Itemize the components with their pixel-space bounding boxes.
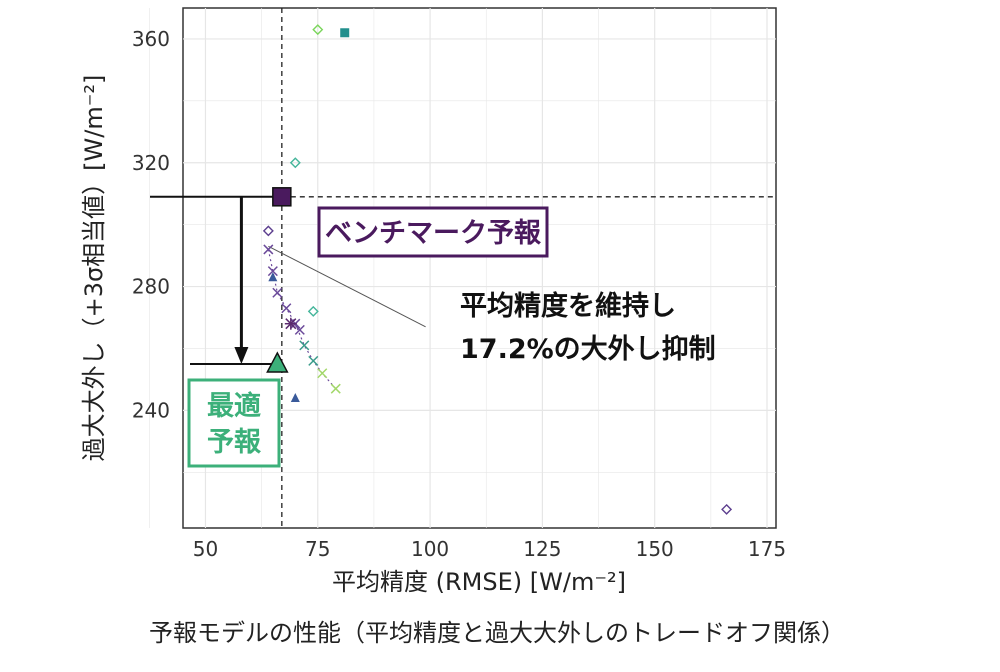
benchmark-label: ベンチマーク予報 (317, 206, 549, 258)
point-x (281, 303, 292, 314)
y-tick-label: 320 (132, 151, 170, 175)
point-x (308, 355, 319, 366)
x-axis-title: 平均精度 (RMSE) [W/m⁻²] (332, 568, 626, 596)
point-asterisk (284, 317, 297, 330)
point-x (272, 287, 283, 298)
point-diamond (262, 225, 274, 237)
point-x (294, 324, 305, 335)
reference-lines (281, 8, 776, 528)
point-x (317, 368, 328, 379)
x-tick-label: 50 (193, 537, 218, 561)
point-diamond (307, 305, 319, 317)
y-tick-label: 280 (132, 275, 170, 299)
x-tick-label: 150 (636, 537, 674, 561)
x-tick-label: 100 (411, 537, 449, 561)
y-tick-label: 360 (132, 27, 170, 51)
trend-annotation-line2: 17.2%の大外し抑制 (460, 334, 716, 365)
point-triangle (290, 393, 300, 402)
point-diamond (312, 24, 324, 36)
x-tick-label: 125 (523, 537, 561, 561)
point-x (299, 340, 310, 351)
optimal-label-line1: 最適 (207, 390, 261, 422)
trend-line (268, 245, 426, 328)
y-axis-title: 過大大外し（+3σ相当値）[W/m⁻²] (80, 75, 108, 462)
figure-caption: 予報モデルの性能（平均精度と過大大外しのトレードオフ関係） (149, 619, 845, 647)
grid (149, 8, 776, 528)
optimal-label: 最適 予報 (187, 378, 281, 468)
point-diamond (721, 503, 733, 515)
y-tick-label: 240 (132, 398, 170, 422)
reduction-arrow-head (234, 346, 249, 364)
point-x (267, 266, 278, 277)
highlight-markers (266, 187, 292, 373)
x-tick-label: 175 (748, 537, 786, 561)
x-tick-label: 75 (305, 537, 330, 561)
optimal-marker (266, 351, 289, 373)
benchmark-label-text: ベンチマーク予報 (325, 218, 542, 249)
point-x (330, 383, 341, 394)
trend-annotation-line1: 平均精度を維持し (460, 290, 676, 322)
data-points (262, 24, 733, 515)
point-diamond (289, 157, 301, 169)
optimal-label-line2: 予報 (207, 427, 262, 458)
y-tick-labels: 240 280 320 360 (132, 27, 170, 422)
point-triangle (268, 272, 278, 282)
x-tick-labels: 50 75 100 125 150 175 (193, 537, 786, 561)
point-square (340, 28, 350, 38)
benchmark-marker (272, 187, 292, 207)
point-x (263, 244, 274, 255)
